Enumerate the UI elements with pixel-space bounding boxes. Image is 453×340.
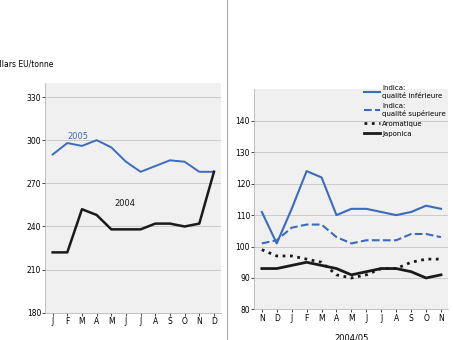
Text: l’exportation du riz (1998-2000=100): l’exportation du riz (1998-2000=100) — [236, 42, 406, 51]
Text: (Thai 100% B, f.o.b.): (Thai 100% B, f.o.b.) — [9, 42, 101, 51]
Text: Indices FAO des prix à: Indices FAO des prix à — [280, 14, 383, 22]
Text: 2004: 2004 — [114, 199, 135, 208]
Text: Dollars EU/tonne: Dollars EU/tonne — [0, 60, 53, 69]
Text: Prix à l’exportation du riz: Prix à l’exportation du riz — [51, 14, 168, 22]
Text: 2004/05: 2004/05 — [334, 333, 369, 340]
Text: Figure16.: Figure16. — [9, 14, 58, 22]
Legend: Indica:
qualité inférieure, Indica:
qualité supérieure, Aromatique, Japonica: Indica: qualité inférieure, Indica: qual… — [361, 82, 449, 139]
Text: Figure 17.: Figure 17. — [236, 14, 288, 22]
Text: 2005: 2005 — [67, 132, 88, 141]
